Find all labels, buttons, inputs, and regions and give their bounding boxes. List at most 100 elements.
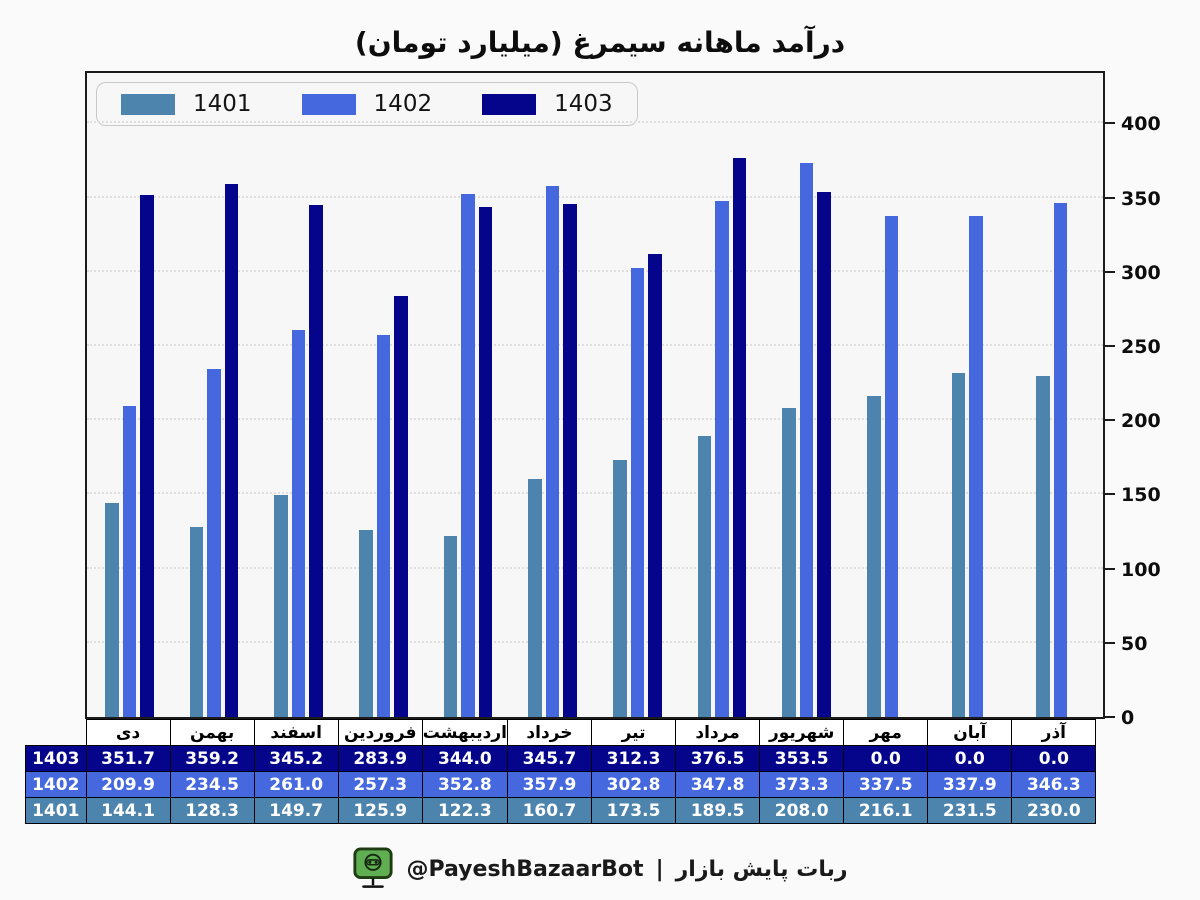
gridline-250 <box>87 344 1103 347</box>
y-tick-300 <box>1105 270 1115 273</box>
table-cell-1401-مهر: 216.1 <box>843 797 929 824</box>
table-month-header: مرداد <box>675 719 761 746</box>
bar-1402-اردیبهشت <box>461 193 475 717</box>
gridline-50 <box>87 640 1103 643</box>
bar-1401-فروردین <box>359 530 373 717</box>
bar-group-تیر <box>595 73 680 717</box>
bar-1401-خرداد <box>528 478 542 717</box>
table-cell-1403-مهر: 0.0 <box>843 745 929 772</box>
table-cell-1401-اردیبهشت: 122.3 <box>421 797 508 824</box>
bar-group-فروردین <box>341 73 426 717</box>
table-cell-1403-فروردین: 283.9 <box>337 745 423 772</box>
legend-swatch-1403 <box>482 93 537 115</box>
bar-1401-آذر <box>1036 375 1050 717</box>
bar-1402-خرداد <box>545 185 560 717</box>
table-cell-1403-اردیبهشت: 344.0 <box>421 745 508 772</box>
bar-1402-بهمن <box>207 369 221 717</box>
table-cell-1402-فروردین: 257.3 <box>337 771 423 798</box>
bar-1401-مرداد <box>697 435 712 717</box>
y-tick-100 <box>1105 567 1115 570</box>
y-tick-label-100: 100 <box>1121 558 1161 581</box>
bar-1401-مهر <box>867 396 881 717</box>
legend-swatch-1402 <box>301 93 356 115</box>
bar-1401-بهمن <box>189 526 204 717</box>
y-tick-400 <box>1105 122 1115 125</box>
table-cell-1402-شهریور: 373.3 <box>759 771 845 798</box>
table-month-header: خرداد <box>506 719 593 746</box>
table-cell-1401-آبان: 231.5 <box>927 797 1013 824</box>
table-month-header: اردیبهشت <box>421 719 508 746</box>
bar-1403-خرداد <box>563 204 577 717</box>
table-cell-1402-اسفند: 261.0 <box>253 771 339 798</box>
y-tick-label-250: 250 <box>1121 336 1161 359</box>
legend-item-1403: 1403 <box>482 91 613 117</box>
y-tick-250 <box>1105 345 1115 348</box>
gridline-350 <box>87 195 1103 198</box>
bar-1401-اسفند <box>274 494 288 717</box>
table-cell-1403-آذر: 0.0 <box>1011 745 1097 772</box>
table-corner-cell <box>26 720 87 746</box>
chart-title: درآمد ماهانه سیمرغ (میلیارد تومان) <box>354 26 846 59</box>
bar-group-خرداد <box>510 73 595 717</box>
plot-area: 1401 1402 1403 0 50 100 150 200 250 300 350 400 <box>85 71 1161 729</box>
table-month-header: اسفند <box>253 719 339 746</box>
y-tick-150 <box>1105 493 1115 496</box>
bar-1401-شهریور <box>782 408 796 717</box>
table-cell-1402-خرداد: 357.9 <box>506 771 593 798</box>
table-cell-1402-آبان: 337.9 <box>927 771 1013 798</box>
legend-item-1401: 1401 <box>121 91 252 117</box>
table-month-header: فروردین <box>337 719 423 746</box>
table-cell-1402-بهمن: 234.5 <box>169 771 255 798</box>
bar-1401-آبان <box>951 373 966 717</box>
table-month-header: شهریور <box>759 719 845 746</box>
table-cell-1402-مهر: 337.5 <box>843 771 929 798</box>
table-row-label-1401: 1401 <box>25 797 87 824</box>
y-tick-label-50: 50 <box>1121 632 1148 655</box>
legend-swatch-1401 <box>121 93 175 115</box>
table-cell-1401-خرداد: 160.7 <box>506 797 593 824</box>
bar-group-دی <box>87 73 172 717</box>
gridline-400 <box>87 121 1103 124</box>
bar-1401-تیر <box>613 459 627 717</box>
bar-1403-شهریور <box>817 192 831 717</box>
legend-label-1402: 1402 <box>373 91 433 117</box>
gridline-200 <box>87 418 1103 421</box>
table-month-header: مهر <box>843 719 929 746</box>
bar-1402-اسفند <box>291 329 306 717</box>
bar-1402-فروردین <box>376 335 391 717</box>
table-cell-1401-فروردین: 125.9 <box>337 797 423 824</box>
y-tick-label-350: 350 <box>1121 187 1161 210</box>
y-tick-200 <box>1105 419 1115 422</box>
bar-1402-آذر <box>1053 203 1068 717</box>
gridline-300 <box>87 269 1103 272</box>
table-cell-1401-اسفند: 149.7 <box>253 797 339 824</box>
bar-1403-تیر <box>648 253 662 717</box>
table-cell-1401-آذر: 230.0 <box>1011 797 1097 824</box>
table-month-header: دی <box>85 719 171 746</box>
bar-1403-اردیبهشت <box>478 206 493 717</box>
gridline-150 <box>87 492 1103 495</box>
table-month-header: آذر <box>1011 719 1097 746</box>
bar-1403-دی <box>140 195 154 717</box>
table-cell-1403-شهریور: 353.5 <box>759 745 845 772</box>
bar-1402-دی <box>122 405 137 717</box>
table-month-header: بهمن <box>169 719 255 746</box>
y-tick-0 <box>1105 716 1115 718</box>
table-cell-1402-آذر: 346.3 <box>1011 771 1097 798</box>
table-cell-1402-تیر: 302.8 <box>590 771 677 798</box>
bar-group-مهر <box>849 73 934 717</box>
bar-1402-آبان <box>969 215 983 717</box>
y-tick-label-0: 0 <box>1121 707 1135 729</box>
table-cell-1401-دی: 144.1 <box>85 797 171 824</box>
gridline-100 <box>87 566 1103 569</box>
bar-1401-اردیبهشت <box>443 535 458 717</box>
table-month-header: آبان <box>927 719 1013 746</box>
table-month-header: تیر <box>590 719 677 746</box>
table-cell-1403-آبان: 0.0 <box>927 745 1013 772</box>
table-cell-1401-تیر: 173.5 <box>590 797 677 824</box>
y-tick-50 <box>1105 641 1115 644</box>
table-cell-1402-مرداد: 347.8 <box>675 771 761 798</box>
table-cell-1402-اردیبهشت: 352.8 <box>421 771 508 798</box>
footer-label: ربات پایش بازار <box>675 856 848 882</box>
legend-label-1401: 1401 <box>193 91 252 117</box>
